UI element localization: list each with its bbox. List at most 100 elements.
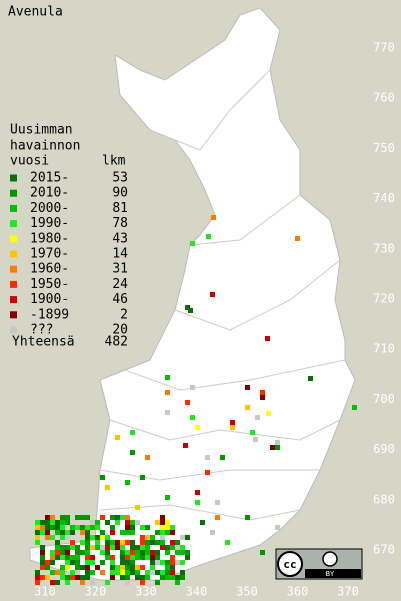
observation-square (130, 530, 135, 535)
y-tick-label: 670 (373, 543, 395, 557)
observation-square (35, 520, 40, 525)
observation-square (120, 545, 125, 550)
observation-square (145, 570, 150, 575)
observation-square (130, 450, 135, 455)
observation-square (60, 550, 65, 555)
observation-square (155, 560, 160, 565)
observation-square (65, 535, 70, 540)
observation-square (85, 570, 90, 575)
legend-count-heading: lkm (102, 154, 126, 169)
observation-square (165, 390, 170, 395)
observation-square (170, 525, 175, 530)
observation-square (145, 555, 150, 560)
observation-square (155, 580, 160, 585)
observation-square (188, 308, 193, 313)
observation-square (115, 540, 120, 545)
observation-square (175, 545, 180, 550)
observation-square (50, 515, 55, 520)
observation-square (155, 550, 160, 555)
observation-square (65, 550, 70, 555)
observation-square (105, 545, 110, 550)
observation-square (165, 495, 170, 500)
observation-square (70, 540, 75, 545)
observation-square (150, 560, 155, 565)
observation-square (140, 575, 145, 580)
observation-square (125, 515, 130, 520)
observation-square (125, 570, 130, 575)
observation-square (60, 570, 65, 575)
observation-square (55, 570, 60, 575)
observation-square (70, 530, 75, 535)
observation-square (40, 525, 45, 530)
legend-swatch (10, 326, 17, 334)
observation-square (105, 555, 110, 560)
observation-square (50, 520, 55, 525)
observation-square (150, 555, 155, 560)
observation-square (115, 545, 120, 550)
observation-square (130, 570, 135, 575)
observation-square (125, 555, 130, 560)
observation-square (185, 305, 190, 310)
observation-square (180, 535, 185, 540)
observation-square (40, 520, 45, 525)
observation-square (245, 385, 250, 390)
observation-square (65, 530, 70, 535)
observation-square (165, 570, 170, 575)
observation-square (125, 525, 130, 530)
observation-square (70, 570, 75, 575)
observation-square (160, 545, 165, 550)
y-tick-label: 750 (373, 141, 395, 155)
observation-square (160, 570, 165, 575)
observation-square (170, 540, 175, 545)
observation-square (85, 540, 90, 545)
observation-square (55, 525, 60, 530)
observation-square (75, 570, 80, 575)
x-tick-label: 350 (236, 585, 258, 599)
observation-square (135, 520, 140, 525)
observation-square (65, 565, 70, 570)
title: Avenula (8, 5, 63, 20)
observation-square (140, 555, 145, 560)
observation-square (130, 430, 135, 435)
observation-square (255, 415, 260, 420)
observation-square (165, 520, 170, 525)
observation-square (55, 555, 60, 560)
observation-square (130, 555, 135, 560)
observation-square (40, 575, 45, 580)
observation-square (50, 560, 55, 565)
observation-square (210, 292, 215, 297)
legend-swatch (10, 250, 17, 258)
observation-square (85, 515, 90, 520)
observation-square (125, 580, 130, 585)
observation-square (220, 455, 225, 460)
observation-square (180, 545, 185, 550)
observation-square (105, 535, 110, 540)
observation-square (40, 545, 45, 550)
observation-square (50, 550, 55, 555)
observation-square (75, 515, 80, 520)
observation-square (145, 540, 150, 545)
observation-square (100, 515, 105, 520)
legend-label: 1900- (30, 292, 69, 307)
observation-square (65, 515, 70, 520)
observation-square (120, 570, 125, 575)
observation-square (85, 550, 90, 555)
observation-square (65, 580, 70, 585)
observation-square (170, 545, 175, 550)
legend-label: 2010- (30, 186, 69, 201)
observation-square (110, 545, 115, 550)
observation-square (175, 540, 180, 545)
observation-square (125, 550, 130, 555)
observation-square (60, 555, 65, 560)
observation-square (195, 425, 200, 430)
observation-square (40, 560, 45, 565)
observation-square (35, 535, 40, 540)
observation-square (130, 540, 135, 545)
observation-square (90, 545, 95, 550)
observation-square (145, 550, 150, 555)
legend-label: 1970- (30, 247, 69, 262)
observation-square (265, 336, 270, 341)
observation-square (275, 525, 280, 530)
observation-square (90, 520, 95, 525)
